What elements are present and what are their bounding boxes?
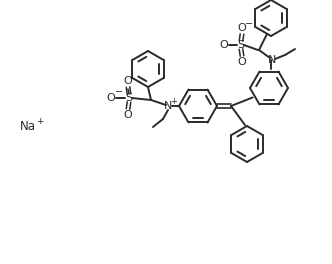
Text: N: N: [268, 55, 276, 65]
Text: O: O: [124, 76, 132, 86]
Text: −: −: [245, 19, 253, 29]
Text: −: −: [115, 87, 123, 97]
Text: O: O: [124, 110, 132, 120]
Text: S: S: [237, 40, 245, 50]
Text: O: O: [238, 57, 246, 67]
Text: O: O: [238, 23, 246, 33]
Text: O: O: [107, 93, 116, 103]
Text: +: +: [171, 97, 177, 106]
Text: S: S: [125, 93, 132, 103]
Text: O: O: [220, 40, 228, 50]
Text: +: +: [36, 117, 44, 126]
Text: Na: Na: [20, 120, 36, 133]
Text: N: N: [164, 101, 172, 111]
